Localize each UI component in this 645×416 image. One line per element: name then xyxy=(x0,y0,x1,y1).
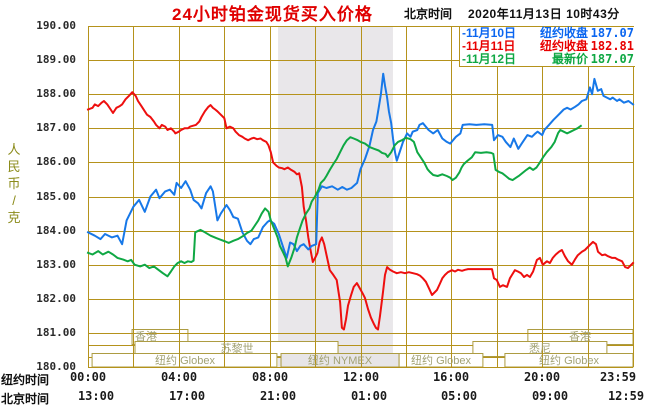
y-axis-tick-label: 189.00 xyxy=(36,53,76,66)
legend-row-nov12: -11月12日 最新价 187.07 xyxy=(462,53,634,66)
legend-date: -11月12日 xyxy=(462,52,517,66)
bj-time-tick-label: 21:00 xyxy=(259,389,297,403)
session-label: 纽约 Globex xyxy=(539,355,599,367)
session-label: 纽约 NYMEX xyxy=(307,355,373,367)
ny-time-row-label: 纽约时间 xyxy=(1,373,50,387)
bj-time-tick-label: 13:00 xyxy=(77,389,115,403)
y-axis-tick-label: 180.00 xyxy=(36,360,76,373)
legend-value: 182.81 xyxy=(590,39,634,53)
ny-time-tick-label: 04:00 xyxy=(160,370,198,384)
ny-time-tick-label: 12:00 xyxy=(342,370,380,384)
current-datetime: 2020年11月13日 10时43分 xyxy=(468,7,620,21)
bj-time-row-label: 北京时间 xyxy=(1,392,50,406)
ny-time-tick-label: 16:00 xyxy=(432,370,470,384)
ny-time-tick-label: 23:59 xyxy=(599,370,637,384)
session-label: 悉尼 xyxy=(529,343,551,355)
series-line-nov10 xyxy=(86,72,635,259)
y-axis-tick-label: 182.00 xyxy=(36,292,76,305)
session-label: 香港 xyxy=(135,331,158,343)
beijing-time-label: 北京时间 xyxy=(404,7,453,21)
session-label: 苏黎世 xyxy=(220,343,254,355)
legend-row-nov11: -11月11日 纽约收盘 182.81 xyxy=(462,40,634,53)
legend-value: 187.07 xyxy=(590,52,634,66)
legend: -11月10日 纽约收盘 187.07 -11月11日 纽约收盘 182.81 … xyxy=(459,27,635,67)
nymex-session-band xyxy=(278,26,393,367)
legend-row-nov10: -11月10日 纽约收盘 187.07 xyxy=(462,27,634,40)
y-axis-tick-label: 188.00 xyxy=(36,87,76,100)
series-line-nov11 xyxy=(86,91,635,331)
bj-time-tick-label: 01:00 xyxy=(350,389,388,403)
session-label: 纽约 Globex xyxy=(155,355,215,367)
legend-series-label: 纽约收盘 xyxy=(539,26,588,40)
legend-value: 187.07 xyxy=(590,26,634,40)
y-axis-tick-label: 186.00 xyxy=(36,155,76,168)
legend-series-label: 最新价 xyxy=(551,52,588,66)
session-label: 纽约 Globex xyxy=(411,355,471,367)
page-title: 24小时铂金现货买入价格 xyxy=(172,5,373,24)
bj-time-tick-label: 12:59 xyxy=(607,389,645,403)
bj-time-tick-label: 09:00 xyxy=(531,389,569,403)
y-axis-unit-label: 人 民 币 / 克 xyxy=(7,142,21,225)
ny-time-tick-label: 20:00 xyxy=(523,370,561,384)
legend-date: -11月11日 xyxy=(462,39,516,53)
y-axis-tick-label: 190.00 xyxy=(36,19,76,32)
session-label: 香港 xyxy=(569,331,591,343)
ny-time-tick-label: 00:00 xyxy=(69,370,107,384)
y-axis-tick-label: 183.00 xyxy=(36,258,76,271)
y-axis-tick-label: 185.00 xyxy=(36,190,76,203)
series-line-nov12 xyxy=(86,124,583,278)
y-axis-tick-label: 184.00 xyxy=(36,224,76,237)
legend-date: -11月10日 xyxy=(462,26,517,40)
legend-series-label: 纽约收盘 xyxy=(539,39,588,53)
ny-time-tick-label: 08:00 xyxy=(251,370,289,384)
bj-time-tick-label: 05:00 xyxy=(440,389,478,403)
y-axis-tick-label: 181.00 xyxy=(36,326,76,339)
y-axis-tick-label: 187.00 xyxy=(36,121,76,134)
bj-time-tick-label: 17:00 xyxy=(168,389,206,403)
